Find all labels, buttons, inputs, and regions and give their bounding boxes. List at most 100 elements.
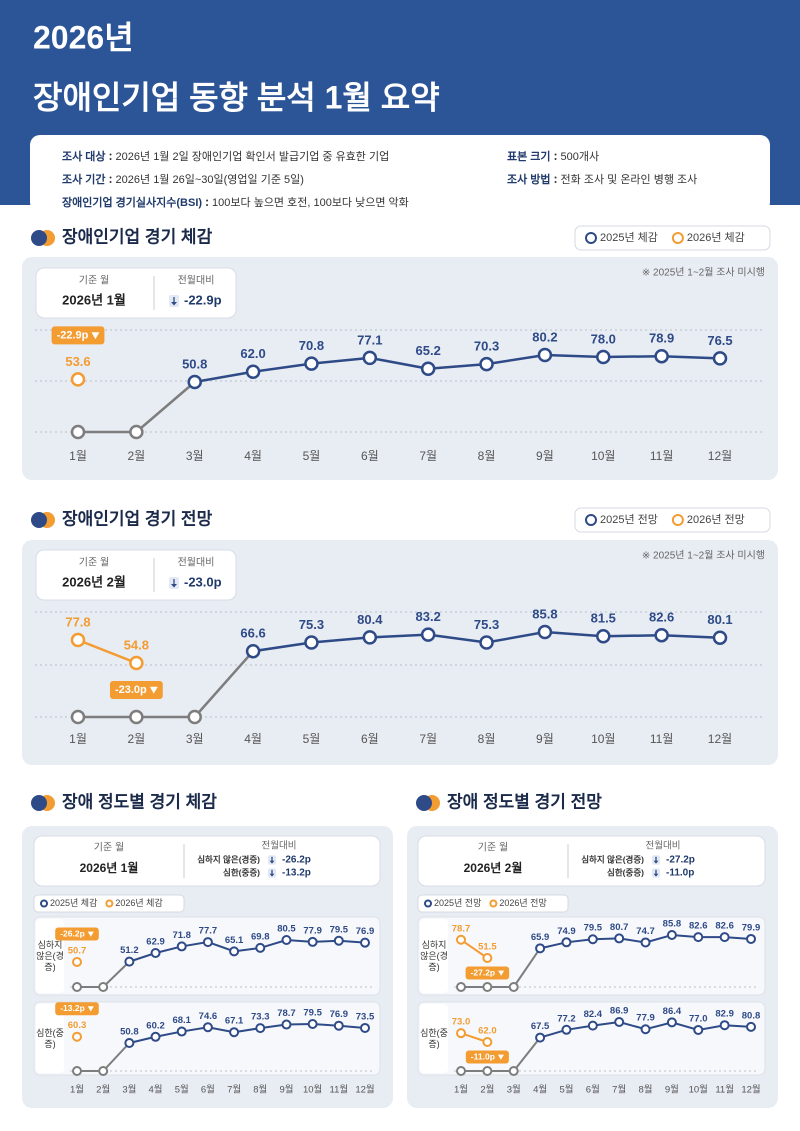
x-tick-label: 3월 <box>507 1084 521 1096</box>
point-marker <box>72 957 82 967</box>
x-tick-label: 5월 <box>175 1084 189 1096</box>
row-label: 심하지 않은(경증) <box>36 939 64 972</box>
x-tick-label: 7월 <box>419 449 437 463</box>
info-label: 기준 월 <box>79 557 109 569</box>
row-box <box>33 916 381 996</box>
x-tick-label: 10월 <box>591 449 615 463</box>
point-marker <box>712 630 728 645</box>
survey-value: 500개사 <box>561 150 600 163</box>
data-label: 60.3 <box>68 1020 87 1031</box>
data-label: 73.0 <box>452 1017 471 1028</box>
point-marker <box>229 1027 240 1038</box>
not-surveyed-marker <box>72 1066 82 1076</box>
badge-triangle <box>149 686 158 694</box>
change-badge <box>55 927 99 941</box>
x-tick-label: 8월 <box>639 1084 653 1096</box>
point-marker <box>666 1017 677 1028</box>
data-label: 74.6 <box>199 1011 218 1022</box>
arrow-icon <box>269 860 275 864</box>
not-surveyed-marker <box>456 1066 466 1076</box>
x-tick-label: 9월 <box>279 1084 293 1096</box>
info-value: -13.2p <box>282 868 311 879</box>
point-marker <box>187 374 202 390</box>
info-value: 2026년 1월 <box>62 292 126 307</box>
row-label: 심한(중증) <box>420 1027 448 1049</box>
info-value: -11.0p <box>666 868 694 879</box>
data-label: 62.0 <box>240 346 265 361</box>
separator-dot <box>554 153 557 156</box>
data-label: 71.8 <box>172 930 191 941</box>
info-label: 전월대비 <box>178 557 215 569</box>
data-label: 80.8 <box>742 1010 761 1021</box>
info-label: 전월대비 <box>178 275 215 287</box>
data-label: 85.8 <box>532 606 557 621</box>
point-marker <box>535 943 546 954</box>
x-tick-label: 6월 <box>586 1084 600 1096</box>
data-label: 83.2 <box>416 609 441 624</box>
data-label: 62.0 <box>478 1026 497 1037</box>
point-marker <box>587 1020 598 1031</box>
legend-label: 2026년 전망 <box>499 898 546 908</box>
data-label: 54.8 <box>124 637 149 652</box>
separator-dot <box>109 158 112 160</box>
not-surveyed-marker <box>98 1066 109 1076</box>
x-tick-label: 7월 <box>612 1084 626 1096</box>
survey-label: 표본 크기 <box>507 149 551 163</box>
survey-label: 장애인기업 경기실사지수(BSI) <box>62 195 202 209</box>
change-badge-label: -27.2p <box>471 967 496 977</box>
data-label: 77.9 <box>303 925 322 936</box>
data-label: 79.5 <box>303 1008 322 1019</box>
change-badge <box>465 1050 509 1064</box>
change-badge-label: -23.0p <box>115 684 147 696</box>
legend-marker <box>40 899 48 908</box>
not-surveyed-line <box>461 947 541 988</box>
point-marker <box>614 933 625 944</box>
data-label: 67.1 <box>225 1016 244 1027</box>
arrow-icon <box>171 302 177 306</box>
info-box <box>417 835 766 887</box>
data-label: 74.9 <box>557 926 576 937</box>
info-label: 전월대비 <box>646 840 681 852</box>
row-label: 심한(중증) <box>36 1027 64 1049</box>
point-marker <box>537 624 553 640</box>
data-label: 80.4 <box>357 612 383 627</box>
series-line <box>129 1022 366 1044</box>
data-label: 73.3 <box>251 1012 270 1023</box>
data-label: 79.9 <box>742 922 761 933</box>
x-tick-label: 3월 <box>122 1084 136 1096</box>
point-marker <box>333 935 344 946</box>
x-tick-label: 2월 <box>128 449 146 463</box>
survey-label: 조사 대상 <box>62 149 106 163</box>
data-label: 74.7 <box>636 926 655 937</box>
point-marker <box>307 936 318 947</box>
survey-label: 조사 방법 <box>507 172 551 186</box>
badge-triangle <box>497 1054 504 1060</box>
point-marker <box>482 1037 493 1047</box>
section-icon <box>31 795 47 811</box>
not-surveyed-marker <box>129 424 144 440</box>
point-marker <box>719 1020 730 1031</box>
point-marker <box>420 627 436 642</box>
point-marker <box>255 942 266 953</box>
x-tick-label: 7월 <box>419 732 437 746</box>
info-value: -22.9p <box>184 292 222 307</box>
change-badge <box>465 966 510 980</box>
point-marker <box>360 937 370 948</box>
data-label: 78.7 <box>277 1008 296 1019</box>
data-label: 80.2 <box>532 329 557 344</box>
data-label: 80.5 <box>277 924 296 935</box>
point-marker <box>746 933 756 944</box>
x-tick-label: 4월 <box>149 1084 163 1096</box>
not-surveyed-marker <box>508 982 519 992</box>
data-label: 50.8 <box>182 356 207 371</box>
section-title: 장애 정도별 경기 체감 <box>62 792 217 811</box>
legend-label: 2026년 체감 <box>687 231 745 244</box>
point-marker <box>712 351 728 366</box>
section-icon <box>416 795 432 811</box>
info-value: -26.2p <box>282 855 311 866</box>
series-line <box>129 938 366 963</box>
point-marker <box>561 937 572 948</box>
arrow-icon <box>653 873 659 877</box>
separator-dot <box>109 153 112 156</box>
